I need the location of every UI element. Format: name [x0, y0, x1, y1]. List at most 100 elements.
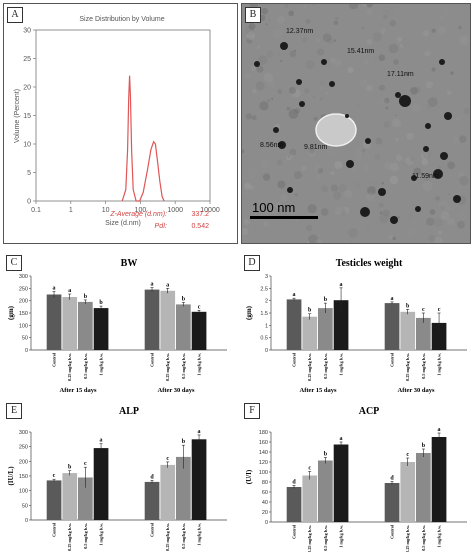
panel-f-acp: ACP 0 20 40 60 80 100 120 140 160 180 (U/I) d Control…: [241, 400, 471, 553]
particle-size-label: 9.81nm: [304, 144, 328, 151]
background-grain: [366, 39, 373, 45]
background-grain: [348, 227, 358, 238]
nanoparticle: [395, 92, 401, 98]
y-tick-label: 200: [19, 459, 28, 465]
background-grain: [289, 148, 297, 156]
background-grain: [263, 43, 267, 47]
background-grain: [277, 180, 286, 189]
alp-chart: ALP 0 50 100 150 200 250 300 (IU/L) c Control b 0.25…: [7, 406, 227, 551]
background-grain: [383, 97, 390, 104]
background-grain: [397, 216, 400, 219]
significance-letter: d: [390, 476, 394, 482]
background-grain: [406, 213, 414, 221]
background-grain: [457, 220, 465, 229]
category-label: 0.25 mg/kg b.w.: [165, 523, 170, 551]
nanoparticle: [280, 42, 288, 50]
y-tick-label: 50: [22, 503, 28, 509]
background-grain: [288, 109, 299, 119]
background-grain: [348, 4, 359, 10]
background-grain: [258, 55, 268, 65]
x-tick-label: 1: [69, 207, 73, 214]
annotation-value: 337.2: [191, 211, 209, 218]
category-label: 1 mg/kg b.w.: [339, 353, 344, 376]
background-grain: [455, 117, 460, 121]
background-grain: [463, 107, 470, 115]
background-grain: [244, 219, 249, 224]
background-grain: [246, 214, 254, 222]
background-grain: [439, 205, 445, 211]
acp-chart: ACP 0 20 40 60 80 100 120 140 160 180 (U/I) d Control…: [245, 406, 467, 553]
category-label: 0.5 mg/kg b.w.: [83, 523, 88, 549]
bar: [431, 322, 447, 350]
background-grain: [271, 97, 274, 100]
scale-bar: [250, 216, 318, 219]
category-label: 1 mg/kg b.w.: [437, 525, 442, 548]
significance-letter: b: [99, 300, 103, 306]
background-grain: [385, 106, 389, 110]
background-grain: [456, 48, 460, 52]
background-grain: [381, 181, 384, 185]
background-grain: [330, 57, 336, 63]
background-grain: [344, 189, 353, 199]
significance-letter: c: [84, 461, 87, 467]
background-grain: [437, 26, 447, 35]
background-grain: [305, 60, 315, 69]
background-grain: [255, 81, 265, 91]
background-grain: [407, 145, 411, 149]
background-grain: [307, 204, 317, 214]
tem-micrograph: 12.37nm 15.41nm 17.11nm 8.56nm 9.81nm 11.59nm…: [242, 4, 470, 243]
y-tick-label: 150: [19, 474, 28, 480]
background-grain: [436, 45, 441, 50]
category-label: 1 mg/kg b.w.: [339, 525, 344, 548]
panel-a-size-distribution: Size Distribution by Volume 0 5 10 15 20 25 30 0…: [3, 3, 238, 244]
nanoparticle: [365, 138, 371, 144]
background-grain: [333, 20, 339, 26]
background-grain: [372, 227, 376, 230]
bar: [93, 448, 109, 520]
bar: [62, 297, 78, 350]
background-grain: [383, 121, 390, 128]
category-label: 0.5 mg/kg b.w.: [323, 525, 328, 551]
significance-letter: a: [438, 427, 441, 433]
background-grain: [356, 102, 360, 107]
background-grain: [365, 192, 375, 202]
background-grain: [411, 104, 421, 113]
bar: [286, 299, 302, 350]
scale-bar-label: 100 nm: [252, 200, 295, 215]
background-grain: [321, 185, 329, 193]
background-grain: [379, 211, 383, 215]
y-tick-label: 80: [262, 480, 268, 486]
significance-letter: b: [324, 297, 328, 303]
category-label: 0.25 mg/kg b.w.: [165, 353, 170, 381]
y-tick-label: 60: [262, 490, 268, 496]
background-grain: [269, 119, 277, 127]
bar: [416, 317, 431, 350]
y-tick-label: 160: [259, 440, 268, 446]
background-grain: [288, 86, 297, 94]
bar: [400, 462, 416, 522]
x-tick-label: 10000: [200, 207, 220, 214]
background-grain: [242, 149, 245, 154]
bar: [62, 473, 78, 520]
significance-letter: a: [151, 282, 154, 288]
background-grain: [447, 207, 451, 211]
background-grain: [383, 14, 388, 19]
significance-letter: c: [308, 466, 311, 472]
background-grain: [440, 211, 450, 221]
bar: [302, 316, 318, 350]
x-tick-label: 0.1: [31, 207, 41, 214]
background-grain: [372, 32, 382, 42]
background-grain: [421, 158, 428, 166]
significance-letter: d: [292, 480, 296, 486]
background-grain: [450, 71, 454, 75]
y-tick-label: 200: [19, 299, 28, 305]
background-grain: [393, 59, 399, 65]
background-grain: [286, 4, 289, 7]
background-grain: [334, 206, 344, 216]
background-grain: [395, 137, 399, 142]
background-grain: [438, 230, 443, 235]
background-grain: [334, 160, 343, 170]
nanoparticle: [440, 152, 448, 160]
panel-letter-c: C: [6, 255, 22, 271]
background-grain: [304, 171, 310, 177]
